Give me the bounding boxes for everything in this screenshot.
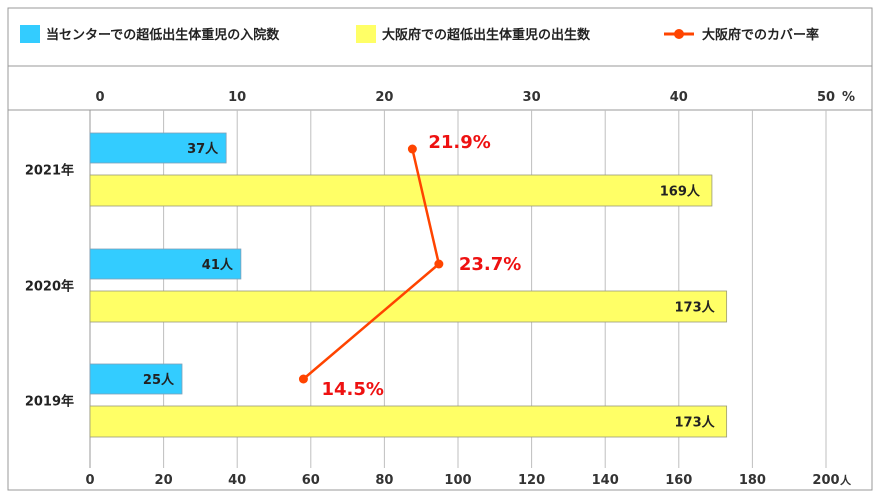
bar-births — [89, 174, 713, 207]
top-tick-label: 10 — [228, 90, 246, 105]
legend-swatch-0 — [20, 25, 40, 43]
coverage-label: 14.5% — [321, 379, 383, 400]
bar-admissions — [89, 248, 242, 280]
bottom-tick-label: 120 — [518, 473, 545, 488]
top-tick-label: 20 — [375, 90, 393, 105]
category-label: 2020年 — [25, 279, 74, 295]
coverage-label: 21.9% — [428, 132, 490, 153]
legend-marker-swatch — [674, 29, 684, 39]
top-axis-unit: % — [842, 90, 855, 105]
bar-births — [89, 405, 728, 438]
bar-label-births: 173人 — [674, 300, 715, 316]
coverage-label: 23.7% — [459, 254, 521, 275]
top-tick-label: 40 — [670, 90, 688, 105]
legend-label-2: 大阪府でのカバー率 — [702, 27, 819, 43]
bottom-tick-label: 140 — [592, 473, 619, 488]
bar-admissions — [89, 132, 227, 164]
coverage-point — [434, 259, 444, 269]
legend-label-0: 当センターでの超低出生体重児の入院数 — [46, 27, 280, 43]
bottom-tick-label: 160 — [665, 473, 692, 488]
bottom-tick-label: 180 — [739, 473, 766, 488]
top-tick-label: 30 — [523, 90, 541, 105]
bar-label-admissions: 41人 — [202, 257, 234, 273]
bottom-tick-label: 40 — [228, 473, 246, 488]
bottom-tick-label: 100 — [444, 473, 471, 488]
bar-births — [89, 290, 728, 323]
bottom-tick-label: 200 — [812, 473, 839, 488]
top-tick-label: 50 — [817, 90, 835, 105]
bottom-tick-label: 80 — [375, 473, 393, 488]
bottom-axis-unit: 人 — [840, 473, 852, 487]
bottom-tick-label: 0 — [85, 473, 94, 488]
coverage-point — [298, 374, 308, 384]
bar-label-births: 169人 — [660, 184, 701, 200]
bottom-tick-label: 60 — [302, 473, 320, 488]
coverage-point — [407, 144, 417, 154]
category-label: 2021年 — [25, 163, 74, 179]
bar-admissions — [89, 363, 183, 395]
bar-label-admissions: 37人 — [187, 141, 219, 157]
bar-label-admissions: 25人 — [143, 372, 175, 388]
legend-label-1: 大阪府での超低出生体重児の出生数 — [382, 27, 591, 43]
top-tick-label: 0 — [95, 90, 104, 105]
legend-swatch-1 — [356, 25, 376, 43]
bottom-tick-label: 20 — [155, 473, 173, 488]
bar-label-births: 173人 — [674, 415, 715, 431]
category-label: 2019年 — [25, 394, 74, 410]
